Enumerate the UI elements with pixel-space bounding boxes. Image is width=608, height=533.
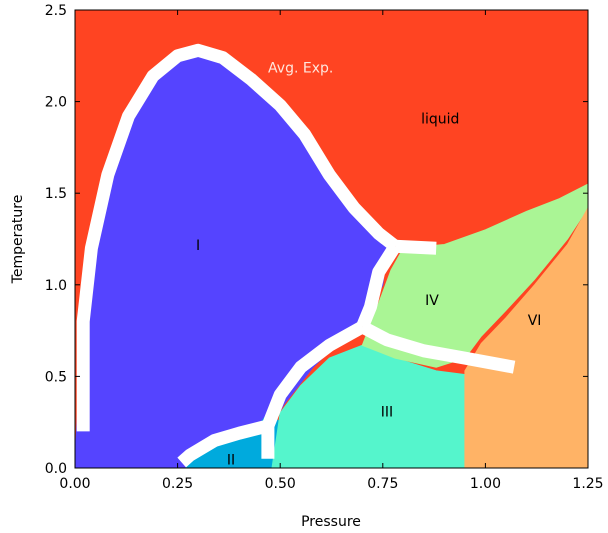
phase-label-iii: III	[381, 405, 393, 421]
phase-label-ii: II	[227, 452, 235, 468]
y-tick-label: 0.5	[45, 369, 67, 385]
phase-boundary-line	[76, 43, 400, 432]
phase-label-liquid: liquid	[421, 112, 459, 128]
annotation-label: Avg. Exp.	[268, 60, 333, 76]
x-tick-label: 0.25	[162, 476, 193, 492]
phase-label-vi: VI	[528, 313, 542, 329]
x-tick-label: 1.25	[572, 476, 603, 492]
y-tick-label: 2.0	[45, 95, 67, 111]
y-axis-label: Temperature	[10, 195, 26, 285]
y-tick-label: 1.0	[45, 278, 67, 294]
y-tick-label: 0.0	[45, 461, 67, 477]
x-tick-label: 0.00	[59, 476, 90, 492]
phase-label-i: I	[196, 238, 200, 254]
x-tick-label: 0.75	[367, 476, 398, 492]
phase-boundary-line	[359, 321, 516, 374]
phase-label-iv: IV	[425, 293, 439, 309]
phase-boundary-line	[177, 419, 270, 468]
x-tick-label: 0.50	[265, 476, 296, 492]
phase-boundary-line	[356, 242, 401, 330]
x-tick-label: 1.00	[470, 476, 501, 492]
y-tick-label: 2.5	[45, 3, 67, 19]
phase-boundary-line	[394, 239, 437, 255]
x-axis-label: Pressure	[301, 514, 361, 530]
axis-ticks: 0.00 0.25 0.50 0.75 1.00 1.25 0.0 0.5 1.0 1.5 2.0 2…	[45, 3, 604, 492]
plot-border	[74, 9, 589, 469]
plot-frame	[74, 9, 589, 469]
y-tick-label: 1.5	[45, 186, 67, 202]
